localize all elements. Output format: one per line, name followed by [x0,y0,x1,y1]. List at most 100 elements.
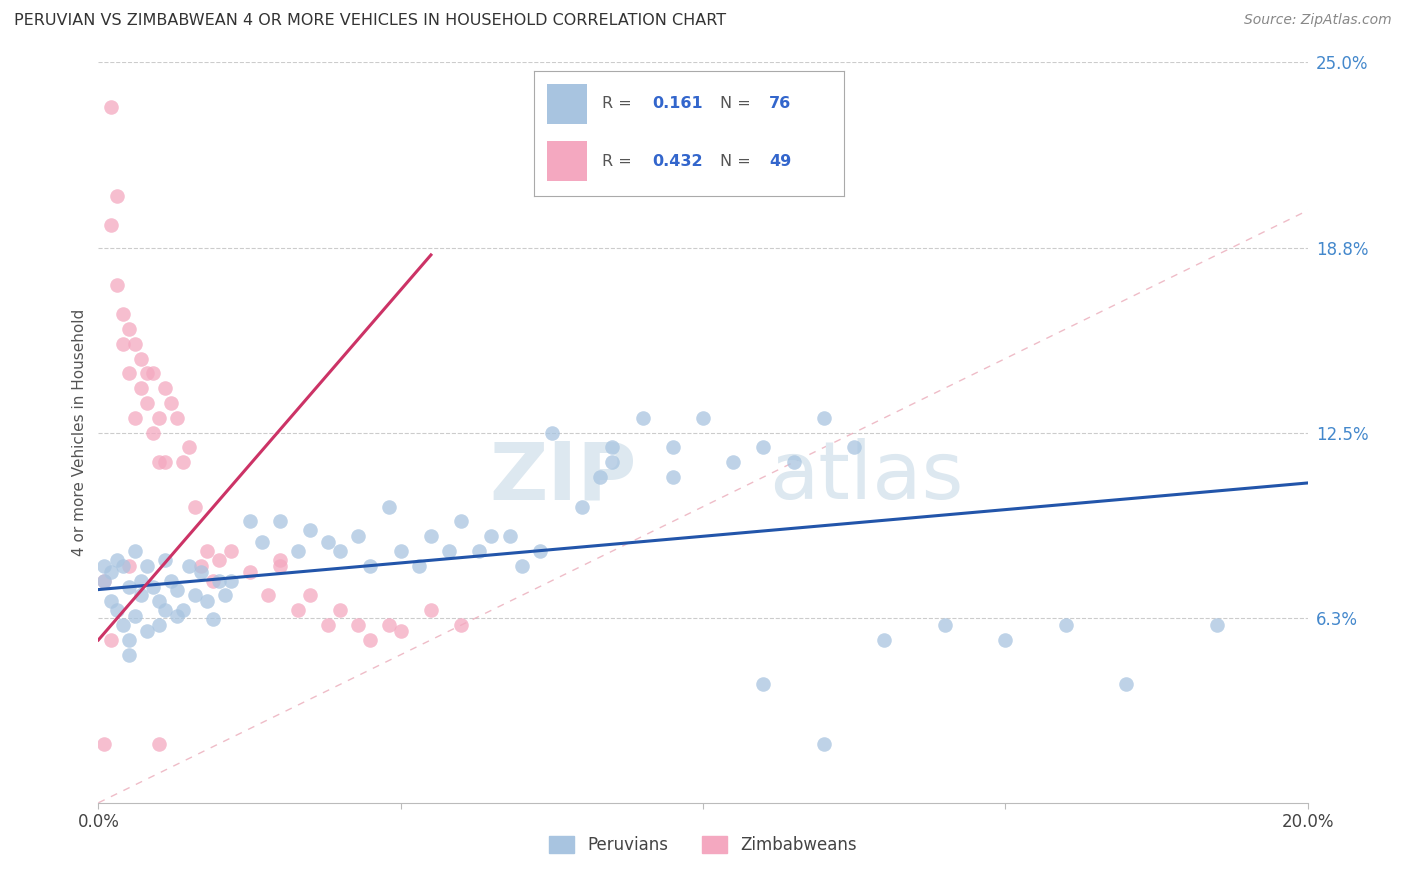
Point [661,470,683,484]
Point [783,455,806,469]
Point [481,529,503,543]
Point [408,558,430,573]
Point [316,618,339,632]
Point [377,500,399,514]
Point [100,100,122,114]
Text: R =: R = [602,96,637,112]
Point [105,553,128,567]
Point [202,612,225,626]
Point [124,609,146,624]
Text: N =: N = [720,153,756,169]
Point [142,367,165,381]
Point [329,544,352,558]
Text: R =: R = [602,153,637,169]
Point [239,565,262,579]
Point [934,618,956,632]
Point [153,553,176,567]
Point [602,455,624,469]
Point [994,632,1017,647]
FancyBboxPatch shape [547,141,586,181]
Point [124,544,146,558]
Point [752,441,775,455]
Point [329,603,352,617]
Point [498,529,520,543]
Point [450,618,472,632]
Point [299,589,322,603]
Point [661,441,683,455]
Text: N =: N = [720,96,756,112]
Point [118,558,141,573]
Point [214,589,236,603]
Text: PERUVIAN VS ZIMBABWEAN 4 OR MORE VEHICLES IN HOUSEHOLD CORRELATION CHART: PERUVIAN VS ZIMBABWEAN 4 OR MORE VEHICLE… [14,13,725,29]
Point [111,558,134,573]
Point [437,544,460,558]
Point [190,565,212,579]
Point [873,632,896,647]
Point [844,441,866,455]
Text: 0.432: 0.432 [652,153,703,169]
Text: ZIP: ZIP [489,438,637,516]
Text: 76: 76 [769,96,792,112]
Point [153,603,176,617]
Point [202,574,225,588]
Point [299,524,322,538]
Point [221,574,243,588]
Point [111,307,134,321]
Point [316,535,339,549]
Point [589,470,612,484]
Point [118,632,141,647]
Point [360,632,382,647]
Point [172,603,194,617]
Legend: Peruvians, Zimbabweans: Peruvians, Zimbabweans [543,830,863,861]
FancyBboxPatch shape [547,84,586,124]
Point [129,381,152,395]
Point [148,737,170,751]
Point [153,455,176,469]
Point [124,410,146,425]
Point [124,336,146,351]
Point [142,425,165,440]
Point [100,219,122,233]
Point [208,574,231,588]
Point [420,603,443,617]
Point [510,558,533,573]
Point [166,609,188,624]
Point [269,515,291,529]
Point [166,410,188,425]
Point [148,410,170,425]
Point [269,558,291,573]
Point [250,535,273,549]
Point [190,558,212,573]
Point [153,381,176,395]
Point [118,322,141,336]
Point [208,553,231,567]
Point [93,737,115,751]
Point [239,515,262,529]
Point [93,574,115,588]
Point [347,529,370,543]
Point [529,544,551,558]
Point [389,624,412,638]
Point [179,441,201,455]
Point [166,582,188,597]
Text: atlas: atlas [769,438,965,516]
Point [129,574,152,588]
Point [172,455,194,469]
Point [129,589,152,603]
Text: 49: 49 [769,153,792,169]
Point [100,565,122,579]
Point [135,367,157,381]
Point [420,529,443,543]
Point [450,515,472,529]
Point [631,410,654,425]
Point [184,500,207,514]
Point [347,618,370,632]
Point [1054,618,1077,632]
Text: 0.161: 0.161 [652,96,703,112]
Point [752,677,775,691]
Point [571,500,593,514]
Point [160,396,183,410]
Point [118,367,141,381]
Point [813,737,835,751]
Point [195,544,218,558]
